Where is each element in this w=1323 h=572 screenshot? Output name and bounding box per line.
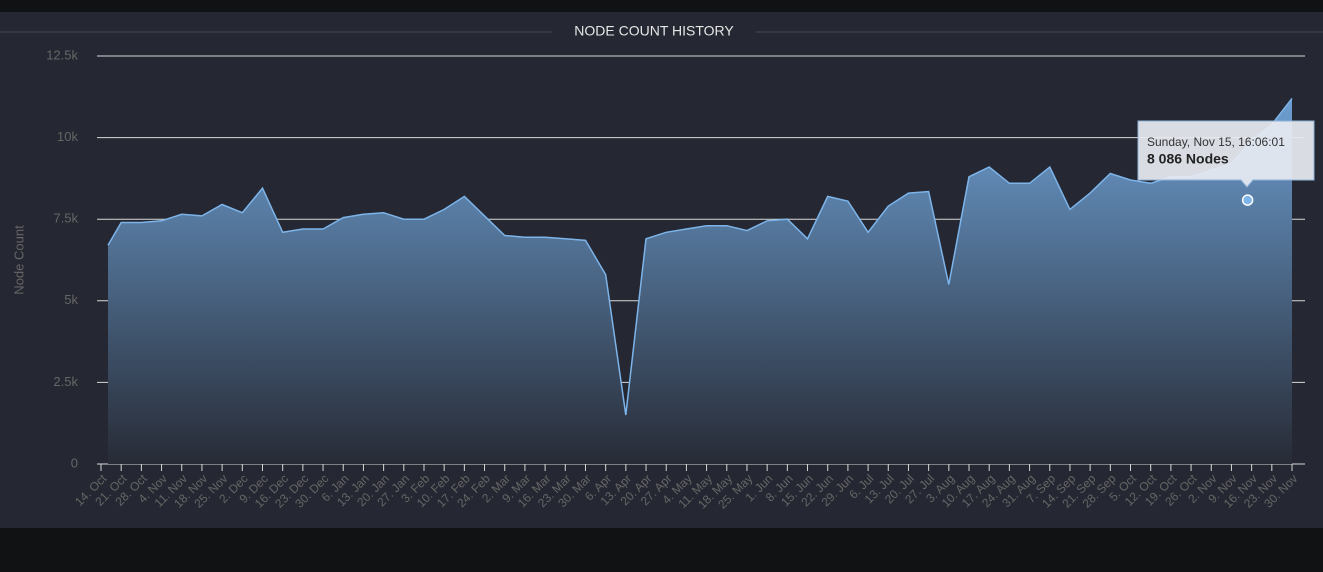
tooltip: Sunday, Nov 15, 16:06:01 8 086 Nodes — [1137, 120, 1315, 188]
tooltip-box — [1137, 120, 1315, 188]
y-tick-label: 0 — [71, 455, 78, 470]
tooltip-label: Sunday, Nov 15, 16:06:01 — [1147, 135, 1285, 149]
y-tick-label: 2.5k — [53, 374, 78, 389]
y-tick-label: 12.5k — [46, 47, 78, 62]
y-tick-label: 5k — [64, 292, 78, 307]
y-tick-label: 7.5k — [53, 211, 78, 226]
area — [108, 98, 1292, 465]
y-tick-label: 10k — [57, 129, 78, 144]
line — [107, 97, 1293, 416]
chart-title: NODE COUNT HISTORY — [574, 23, 734, 39]
tooltip-value: 8 086 Nodes — [1147, 151, 1229, 167]
y-axis-title: Node Count — [11, 225, 26, 295]
tooltip-point — [1241, 194, 1254, 206]
